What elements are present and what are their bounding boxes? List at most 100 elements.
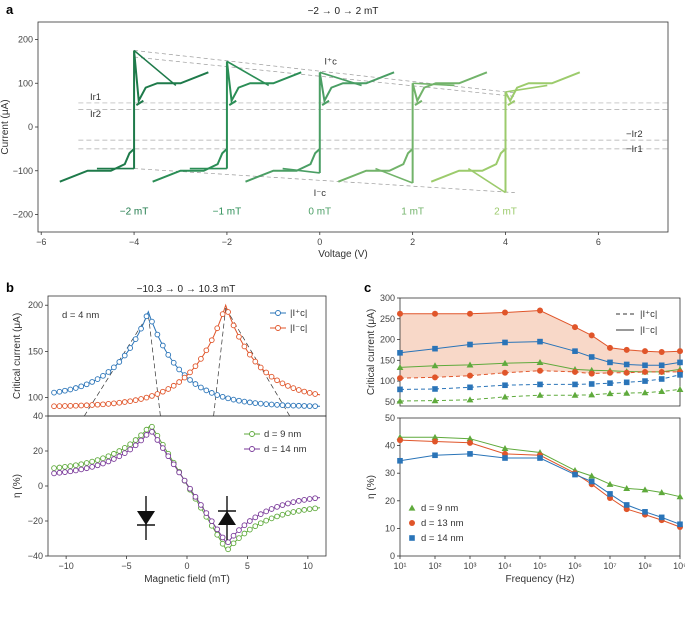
chart-b-bottom-legend-bg — [240, 424, 324, 458]
chart-c-bottom-marker — [623, 502, 630, 508]
chart-b-top-marker — [176, 366, 182, 373]
chart-c-bottom-marker — [658, 489, 666, 496]
chart-c-top-marker — [536, 358, 544, 365]
chart-b-bottom-marker — [149, 428, 155, 435]
chart-b-guide — [225, 307, 291, 417]
chart-c-legend-swatch — [409, 520, 415, 526]
chart-c-top-marker — [607, 369, 613, 376]
chart-b-top-marker — [187, 377, 193, 383]
chart-b-bottom-marker — [268, 515, 275, 522]
chart-a-ylabel: Current (μA) — [0, 99, 11, 154]
chart-b-top-marker — [127, 345, 134, 351]
chart-b-top-marker — [312, 391, 318, 397]
chart-b-top-marker — [132, 397, 139, 404]
chart-a-iv-arrow — [321, 99, 330, 106]
chart-a-iv-arrow — [414, 99, 423, 106]
chart-c-top-marker — [502, 339, 508, 346]
chart-c-top-marker — [572, 348, 578, 354]
chart-c-bottom-series-line — [400, 436, 681, 498]
chart-c-top-marker — [572, 368, 578, 375]
chart-c-top-marker — [571, 391, 579, 398]
chart-a-iv-curve — [430, 71, 581, 193]
chart-b-bottom-marker — [214, 526, 221, 533]
chart-a-frame — [37, 21, 669, 233]
chart-a-ref-label-ir1: Ir1 — [90, 92, 101, 103]
chart-c-top-marker — [607, 380, 613, 386]
chart-c-bottom-marker — [607, 491, 613, 497]
chart-b-top-marker — [208, 390, 215, 396]
chart-b-top-marker — [214, 325, 221, 332]
chart-a-series-label: 0 mT — [308, 207, 331, 218]
chart-b-bottom-marker — [263, 517, 270, 524]
chart-c-top-ytick-label: 250 — [380, 314, 395, 324]
chart-b-bottom-marker — [214, 531, 221, 538]
chart-c-bottom-marker — [658, 514, 665, 521]
chart-c-bottom-ytick-label: 0 — [390, 551, 395, 561]
chart-c-top-ytick-label: 150 — [380, 355, 395, 365]
chart-b-bottom-ytick-label: 0 — [38, 481, 43, 491]
chart-b-top-marker — [198, 356, 204, 362]
chart-c-top-marker — [467, 341, 473, 348]
chart-b-bottom-marker — [176, 469, 182, 476]
chart-b-bottom-marker — [230, 540, 237, 547]
chart-b-bottom-marker — [236, 527, 242, 533]
chart-b-bottom-marker — [241, 522, 248, 529]
chart-c-top-marker — [642, 368, 648, 375]
chart-c-bottom-marker — [572, 471, 578, 478]
chart-c-top-marker — [397, 310, 403, 317]
chart-b-top-marker — [105, 401, 112, 407]
chart-c-top-marker — [642, 362, 648, 369]
chart-b-bottom-marker — [301, 497, 308, 503]
chart-b-bottom-marker — [100, 460, 106, 467]
panel-label-a: a — [6, 2, 14, 17]
chart-b-bottom-marker — [219, 534, 226, 541]
chart-c-bottom-marker — [677, 521, 683, 528]
chart-b-bottom-marker — [274, 513, 280, 520]
chart-b-top-marker — [62, 403, 68, 409]
chart-c-top-marker — [537, 381, 543, 388]
chart-b-top-marker — [285, 383, 291, 389]
chart-b-top-ytick-label: 200 — [28, 300, 43, 310]
chart-b-xtick-label: 0 — [184, 561, 189, 571]
chart-c-top-marker — [467, 310, 473, 317]
chart-b-bottom-marker — [279, 511, 286, 518]
chart-b-top-marker — [78, 402, 85, 409]
chart-b-guide — [213, 307, 227, 417]
chart-c-top-marker — [432, 345, 438, 352]
chart-b-bottom-marker — [165, 453, 172, 460]
chart-a-series-label: −2 mT — [120, 207, 149, 218]
chart-c-xtick-label: 10⁸ — [638, 561, 652, 571]
chart-c-top-marker — [623, 346, 630, 353]
chart-c-bottom-ytick-label: 10 — [385, 523, 395, 533]
chart-a-series-label: 2 mT — [494, 207, 517, 218]
chart-b-bottom-marker — [181, 477, 188, 484]
chart-b-bottom-marker — [290, 509, 297, 515]
chart-b-bottom-marker — [94, 462, 101, 469]
chart-b-top-marker — [149, 318, 155, 325]
diode-icon-forward-triangle — [137, 511, 155, 525]
chart-c-top-marker — [642, 378, 648, 384]
chart-b-top-marker — [312, 403, 318, 410]
chart-c-top-marker — [588, 381, 595, 387]
chart-c-top-marker — [501, 393, 509, 400]
chart-c-bottom-marker — [676, 493, 684, 500]
chart-b-top-marker — [192, 363, 199, 370]
chart-c-top-marker — [537, 367, 543, 374]
chart-c-top-marker — [397, 375, 403, 382]
chart-b-bottom-marker — [127, 446, 134, 453]
chart-b-top-marker — [192, 381, 199, 387]
chart-a-ytick-label: 0 — [28, 122, 33, 132]
chart-b-bottom-marker — [111, 450, 117, 457]
chart-a-ytick-label: 100 — [18, 78, 33, 88]
chart-c-top-marker — [658, 368, 665, 375]
chart-c-top-marker — [607, 359, 613, 366]
chart-b-top-marker — [143, 394, 150, 401]
chart-a-xlabel: Voltage (V) — [318, 249, 367, 260]
chart-c-top-marker — [623, 379, 630, 386]
chart-c-bottom-marker — [432, 452, 438, 459]
chart-c-top-marker — [431, 362, 439, 369]
chart-c-top-marker — [588, 370, 595, 377]
chart-a-iv-curve — [337, 71, 488, 183]
chart-b-top-marker — [219, 393, 226, 400]
chart-b-xlabel: Magnetic field (mT) — [144, 574, 230, 585]
